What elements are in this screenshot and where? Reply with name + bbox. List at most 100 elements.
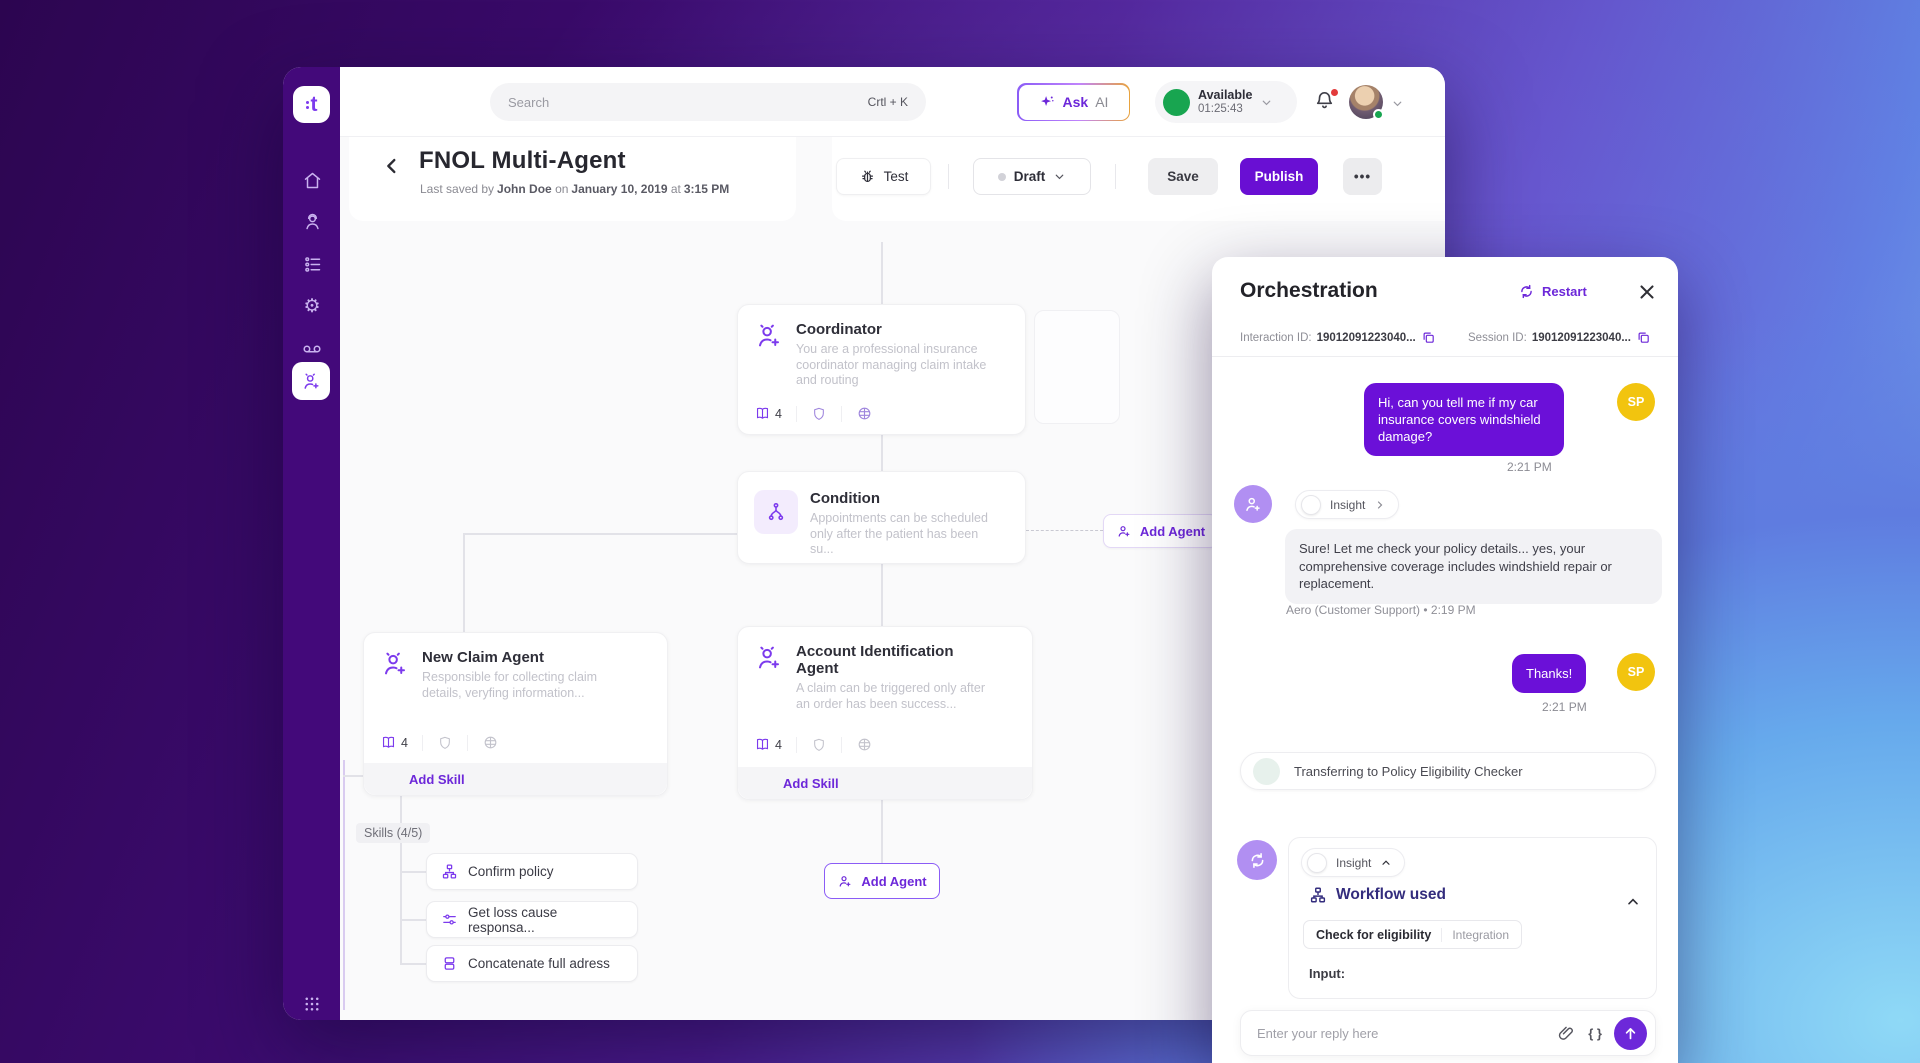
sparkle-icon — [1040, 95, 1054, 106]
app-logo[interactable]: t — [293, 86, 330, 123]
node-condition[interactable]: Condition Appointments can be scheduled … — [737, 471, 1026, 564]
panel-title: Orchestration — [1240, 279, 1378, 302]
search-box[interactable]: Crtl + K — [490, 83, 926, 121]
paperclip-icon[interactable] — [1557, 1024, 1576, 1043]
draft-dropdown[interactable]: Draft — [973, 158, 1091, 195]
knowledge-badge[interactable]: 4 — [754, 405, 782, 422]
add-skill-button[interactable]: Add Skill — [738, 767, 1032, 799]
workflow-step-pill[interactable]: Check for eligibility Integration — [1303, 920, 1523, 949]
sidebar-item-home[interactable] — [300, 168, 324, 192]
restart-button[interactable]: Restart — [1518, 283, 1587, 300]
collapse-chevron-up-icon[interactable] — [1625, 894, 1641, 910]
node-coordinator[interactable]: Coordinator You are a professional insur… — [737, 304, 1026, 435]
workflow-step-label: Check for eligibility — [1316, 927, 1432, 942]
transfer-dot-icon — [1253, 757, 1280, 785]
model-badge[interactable] — [482, 734, 499, 751]
logo-letter: t — [310, 93, 318, 116]
close-icon[interactable] — [1636, 281, 1658, 303]
interaction-id: Interaction ID: 19012091223040... — [1240, 330, 1468, 345]
save-button[interactable]: Save — [1148, 158, 1218, 195]
connector — [881, 800, 883, 863]
sidebar-item-support[interactable] — [300, 209, 324, 233]
avatar-online-dot — [1373, 109, 1384, 120]
add-agent-button-right[interactable]: Add Agent — [1103, 514, 1218, 548]
bell-icon — [1316, 92, 1333, 109]
chevron-down-icon — [1263, 100, 1271, 105]
presence-status[interactable]: Available 01:25:43 — [1155, 81, 1297, 123]
user-avatar[interactable] — [1349, 85, 1384, 120]
status-timer: 01:25:43 — [1198, 102, 1243, 115]
agent-add-icon — [759, 324, 779, 347]
code-braces-icon[interactable]: { } — [1588, 1025, 1602, 1041]
refresh-icon — [1521, 284, 1532, 299]
node-title: Condition — [810, 490, 880, 507]
connector — [400, 919, 426, 921]
save-label: Save — [1167, 169, 1199, 184]
insight-label: Insight — [1336, 855, 1372, 870]
copy-icon[interactable] — [1421, 330, 1436, 345]
workflow-used-row: Workflow used — [1309, 886, 1446, 904]
node-title: Coordinator — [796, 321, 882, 338]
transfer-label: Transferring to Policy Eligibility Check… — [1294, 763, 1523, 779]
test-button[interactable]: Test — [836, 158, 931, 195]
send-button[interactable] — [1614, 1016, 1647, 1050]
guardrail-badge[interactable] — [811, 406, 827, 422]
skill-concatenate-address[interactable]: Concatenate full adress — [426, 945, 638, 982]
copy-icon[interactable] — [1636, 330, 1651, 345]
publish-button[interactable]: Publish — [1240, 158, 1318, 195]
divider — [1115, 164, 1116, 189]
message-time: 2:21 PM — [1542, 700, 1587, 714]
insight-toggle-2[interactable]: Insight — [1301, 848, 1406, 877]
add-skill-button[interactable]: Add Skill — [364, 763, 667, 795]
test-label: Test — [883, 169, 909, 184]
connector — [463, 533, 737, 535]
model-badge[interactable] — [856, 736, 873, 753]
knowledge-badge[interactable]: 4 — [754, 736, 782, 753]
notifications-button[interactable] — [1313, 89, 1339, 115]
sliders-icon — [443, 914, 456, 925]
node-account-identification-agent[interactable]: Account Identification Agent A claim can… — [737, 626, 1033, 800]
workflow-used-label: Workflow used — [1336, 886, 1446, 903]
toggle-knob-icon — [1301, 494, 1321, 515]
connector — [881, 242, 883, 304]
connector — [463, 533, 465, 632]
reply-bar[interactable]: { } — [1240, 1010, 1656, 1056]
skill-confirm-policy[interactable]: Confirm policy — [426, 853, 638, 890]
headset-person-icon — [305, 213, 319, 229]
sidebar-item-settings[interactable]: ⚙ — [300, 294, 324, 318]
agent-message-1: Sure! Let me check your policy details..… — [1285, 529, 1662, 604]
arrow-up-icon — [1625, 1027, 1636, 1039]
knowledge-badge[interactable]: 4 — [380, 734, 408, 751]
sidebar-item-voicemail[interactable] — [300, 337, 324, 361]
insight-toggle-1[interactable]: Insight — [1295, 490, 1400, 519]
model-badge[interactable] — [856, 405, 873, 422]
add-agent-button-bottom[interactable]: Add Agent — [824, 863, 940, 899]
ask-ai-button[interactable]: Ask AI — [1017, 83, 1130, 121]
header-card — [349, 137, 796, 221]
more-options-button[interactable]: ••• — [1343, 158, 1382, 195]
shield-icon — [440, 736, 450, 749]
status-label: Available — [1198, 88, 1253, 103]
sidebar-item-apps[interactable] — [300, 992, 324, 1016]
ask-ai-label-rest: AI — [1095, 94, 1109, 110]
session-id-label: Session ID: — [1468, 331, 1527, 344]
sidebar-item-tasks[interactable] — [300, 252, 324, 276]
reply-input[interactable] — [1257, 1025, 1546, 1041]
session-id-value: 19012091223040... — [1531, 331, 1631, 344]
search-input[interactable] — [508, 94, 868, 110]
avatar-chevron-down-icon[interactable] — [1391, 97, 1404, 110]
guardrail-badge[interactable] — [811, 737, 827, 753]
connector — [881, 435, 883, 471]
guardrail-badge[interactable] — [437, 735, 453, 751]
agent-add-icon — [385, 652, 405, 675]
sidebar-item-agents-active[interactable] — [292, 362, 330, 400]
back-button[interactable] — [381, 155, 403, 177]
doc-count: 4 — [401, 735, 408, 750]
user-avatar-sp: SP — [1617, 383, 1655, 421]
insight-detail-card: Insight Workflow used Check for eligibil… — [1288, 837, 1657, 999]
divider — [948, 164, 949, 189]
workflow-step-tag: Integration — [1441, 927, 1509, 942]
skill-get-loss-cause[interactable]: Get loss cause responsa... — [426, 901, 638, 938]
node-new-claim-agent[interactable]: New Claim Agent Responsible for collecti… — [363, 632, 668, 796]
page-title: FNOL Multi-Agent — [419, 147, 626, 174]
